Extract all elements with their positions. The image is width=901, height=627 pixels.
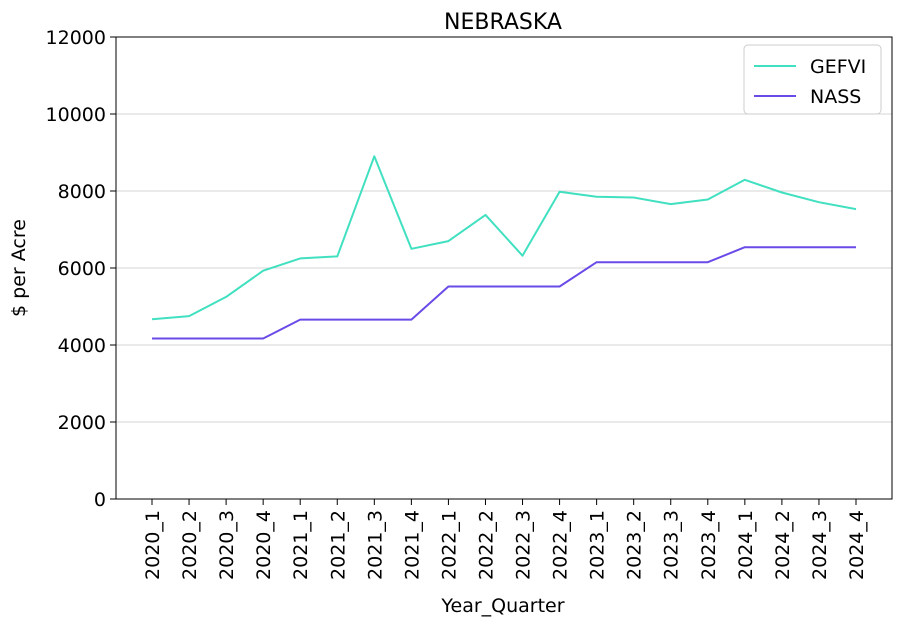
grid-lines <box>116 113 892 423</box>
x-tick-label: 2020_4 <box>253 510 275 580</box>
y-tick-label: 8000 <box>58 181 106 203</box>
y-tick-label: 4000 <box>58 335 106 357</box>
legend-label-nass: NASS <box>810 86 861 108</box>
x-tick-label: 2023_1 <box>587 510 609 580</box>
x-tick-label: 2020_1 <box>142 510 164 580</box>
chart-title: NEBRASKA <box>444 10 562 35</box>
x-tick-label: 2020_3 <box>216 510 238 580</box>
x-axis: 2020_1 2020_2 2020_3 2020_4 2021_1 2021_2 2021… <box>142 499 868 580</box>
y-tick-label: 10000 <box>46 104 106 126</box>
y-tick-label: 0 <box>94 489 106 511</box>
x-tick-label: 2024_3 <box>809 510 831 580</box>
y-axis: 0 2000 4000 6000 8000 10000 12000 <box>46 27 116 511</box>
x-tick-label: 2022_3 <box>513 510 535 580</box>
x-tick-label: 2021_2 <box>327 510 349 580</box>
series-lines <box>151 155 857 340</box>
x-tick-label: 2023_2 <box>624 510 646 580</box>
x-tick-label: 2024_4 <box>846 510 868 580</box>
x-tick-label: 2023_4 <box>698 510 720 580</box>
x-tick-label: 2021_3 <box>364 510 386 580</box>
x-tick-label: 2022_1 <box>438 510 460 580</box>
y-tick-label: 6000 <box>58 258 106 280</box>
x-tick-label: 2021_1 <box>290 510 312 580</box>
x-tick-label: 2022_4 <box>550 510 572 580</box>
y-tick-label: 12000 <box>46 27 106 49</box>
x-tick-label: 2023_3 <box>661 510 683 580</box>
x-tick-label: 2024_1 <box>735 510 757 580</box>
x-tick-label: 2024_2 <box>772 510 794 580</box>
series-line-gefvi <box>151 155 857 321</box>
y-tick-label: 2000 <box>58 412 106 434</box>
series-line-nass <box>152 246 856 340</box>
legend: GEFVI NASS <box>743 44 882 115</box>
legend-label-gefvi: GEFVI <box>810 56 866 78</box>
x-tick-label: 2020_2 <box>179 510 201 580</box>
x-axis-title: Year_Quarter <box>440 595 564 617</box>
y-axis-title: $ per Acre <box>8 219 30 317</box>
x-tick-label: 2021_4 <box>401 510 423 580</box>
x-tick-label: 2022_2 <box>475 510 497 580</box>
